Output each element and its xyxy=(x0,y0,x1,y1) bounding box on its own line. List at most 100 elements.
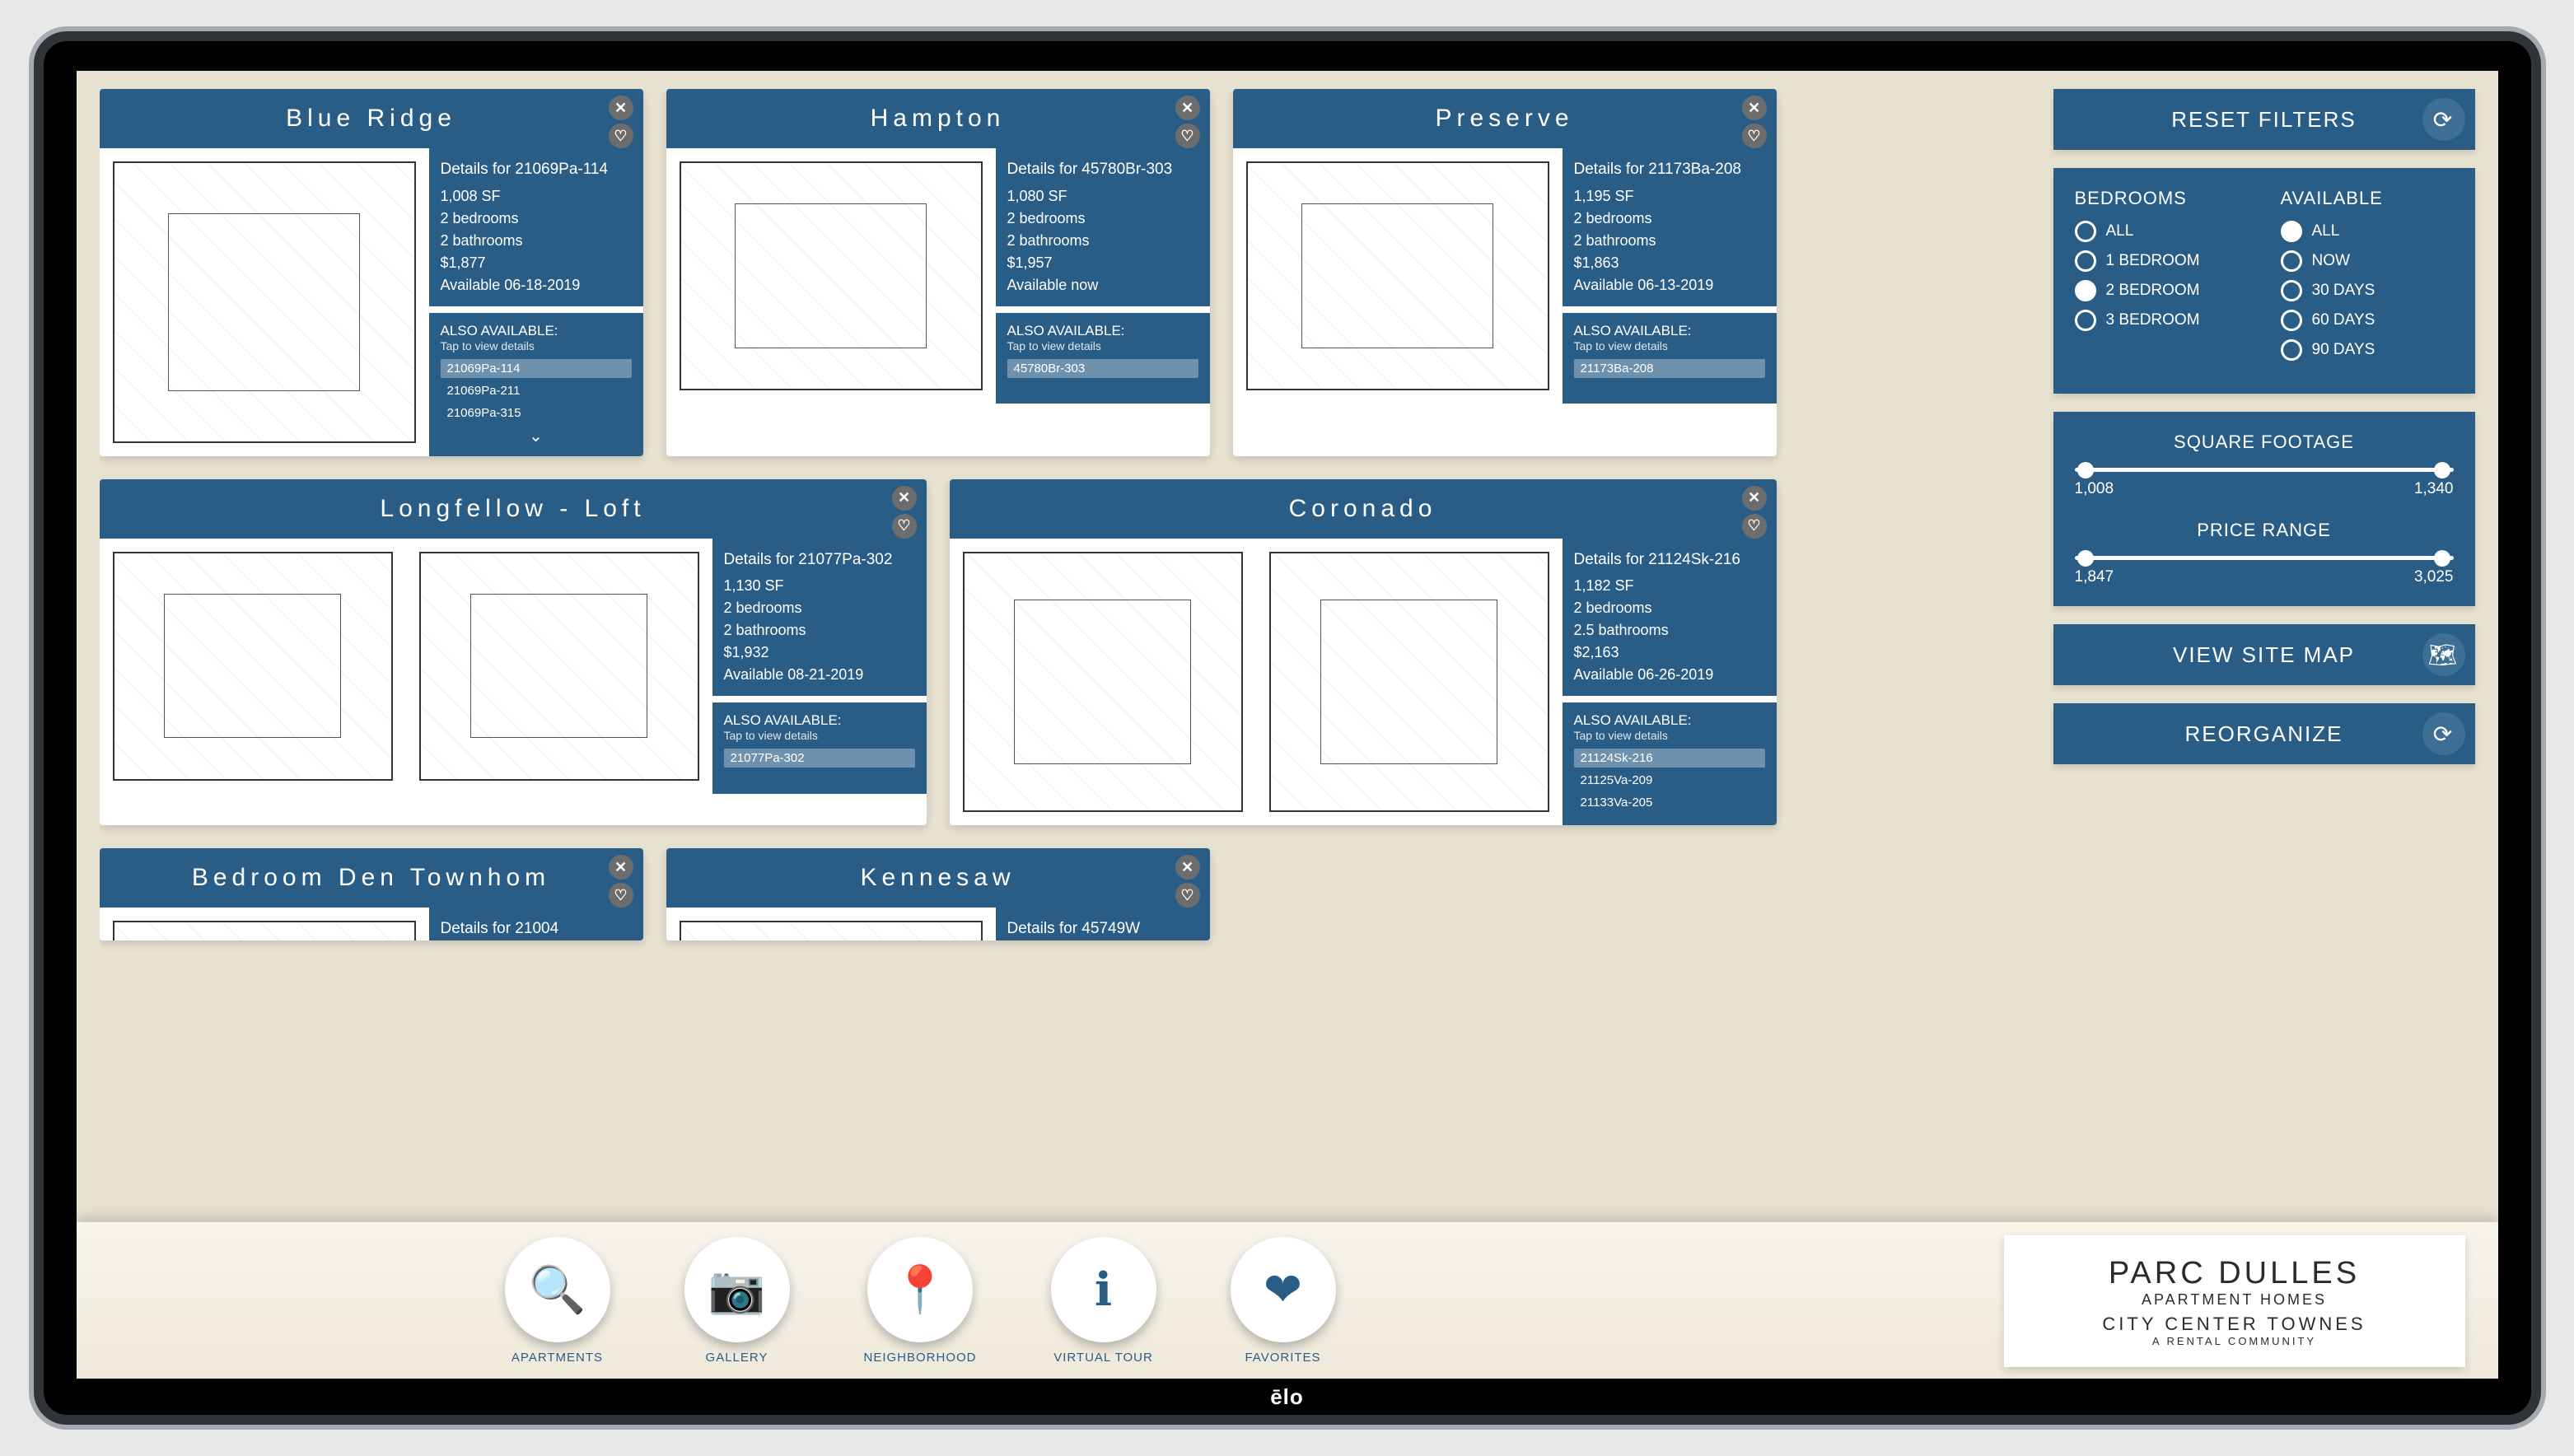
filter-option-label: 30 DAYS xyxy=(2312,282,2375,300)
more-units-icon[interactable]: ⌄ xyxy=(441,426,632,446)
favorite-icon[interactable]: ♡ xyxy=(1742,514,1767,539)
filter-option-label: NOW xyxy=(2312,252,2350,270)
dock-icon: 📷 xyxy=(684,1237,790,1342)
slider-sqft-label: SQUARE FOOTAGE xyxy=(2075,432,2454,453)
floorplan-card-preserve[interactable]: Preserve ✕ ♡ Details for 21173Ba-208 1,1… xyxy=(1233,89,1777,456)
dock-item-virtual-tour[interactable]: ℹVIRTUAL TOUR xyxy=(1051,1237,1156,1365)
device-brand: ēlo xyxy=(1270,1384,1304,1410)
detail-line: $1,957 xyxy=(1007,252,1198,274)
dock-icon: 🔍 xyxy=(505,1237,610,1342)
filter-option-now[interactable]: NOW xyxy=(2281,250,2454,272)
floorplan-card-bedroom-den-townhom[interactable]: Bedroom Den Townhom ✕ ♡ Details for 2100… xyxy=(100,848,643,940)
unit-chip[interactable]: 21173Ba-208 xyxy=(1574,359,1765,378)
detail-line: $1,877 xyxy=(441,252,632,274)
detail-line: 1,008 SF xyxy=(441,185,632,208)
filter-bedrooms-title: BEDROOMS xyxy=(2075,188,2248,209)
screen: Blue Ridge ✕ ♡ Details for 21069Pa-114 1… xyxy=(77,71,2498,1379)
floorplan-card-kennesaw[interactable]: Kennesaw ✕ ♡ Details for 45749W xyxy=(666,848,1210,940)
dock-icon: ℹ xyxy=(1051,1237,1156,1342)
reset-filters-button[interactable]: RESET FILTERS ⟳ xyxy=(2053,89,2475,150)
filter-option-all[interactable]: ALL xyxy=(2075,221,2248,242)
radio-icon xyxy=(2075,310,2096,331)
close-icon[interactable]: ✕ xyxy=(609,96,633,120)
unit-chip[interactable]: 21069Pa-211 xyxy=(441,381,632,400)
dock-label: GALLERY xyxy=(706,1351,768,1365)
filter-option-2-bedroom[interactable]: 2 BEDROOM xyxy=(2075,280,2248,301)
slider-price[interactable]: PRICE RANGE 1,8473,025 xyxy=(2075,520,2454,586)
favorite-icon[interactable]: ♡ xyxy=(1742,124,1767,148)
filter-available-title: AVAILABLE xyxy=(2281,188,2454,209)
unit-chip[interactable]: 21133Va-205 xyxy=(1574,793,1765,812)
also-available-box: ALSO AVAILABLE: Tap to view details 2107… xyxy=(712,702,927,794)
card-header: Kennesaw ✕ ♡ xyxy=(666,848,1210,908)
details-box: Details for 21004 xyxy=(429,908,643,940)
floorplan-card-coronado[interactable]: Coronado ✕ ♡ Details for 21124Sk-216 1,1… xyxy=(950,479,1777,826)
view-sitemap-label: VIEW SITE MAP xyxy=(2173,642,2355,668)
logo-line-4: A RENTAL COMMUNITY xyxy=(2152,1335,2316,1347)
unit-chip[interactable]: 21069Pa-114 xyxy=(441,359,632,378)
detail-line: 2 bedrooms xyxy=(1007,208,1198,230)
radio-icon xyxy=(2281,280,2302,301)
unit-chip[interactable]: 45780Br-303 xyxy=(1007,359,1198,378)
unit-chip[interactable]: 21069Pa-315 xyxy=(441,404,632,422)
card-header: Coronado ✕ ♡ xyxy=(950,479,1777,539)
favorite-icon[interactable]: ♡ xyxy=(892,514,917,539)
radio-icon xyxy=(2281,339,2302,361)
unit-chip[interactable]: 21125Va-209 xyxy=(1574,771,1765,790)
filter-option-1-bedroom[interactable]: 1 BEDROOM xyxy=(2075,250,2248,272)
detail-line: $2,163 xyxy=(1574,642,1765,664)
unit-chip[interactable]: 21077Pa-302 xyxy=(724,749,915,768)
details-header: Details for 45749W xyxy=(1007,917,1198,940)
favorite-icon[interactable]: ♡ xyxy=(1175,124,1200,148)
detail-line: $1,932 xyxy=(724,642,915,664)
view-sitemap-button[interactable]: VIEW SITE MAP 🗺 xyxy=(2053,624,2475,685)
floorplan-card-blue-ridge[interactable]: Blue Ridge ✕ ♡ Details for 21069Pa-114 1… xyxy=(100,89,643,456)
also-available-box: ALSO AVAILABLE: Tap to view details 2106… xyxy=(429,313,643,456)
close-icon[interactable]: ✕ xyxy=(609,855,633,880)
close-icon[interactable]: ✕ xyxy=(1742,96,1767,120)
close-icon[interactable]: ✕ xyxy=(1742,486,1767,511)
floorplan-image xyxy=(1256,539,1563,826)
card-title: Longfellow - Loft xyxy=(380,495,645,523)
detail-line: Available 06-13-2019 xyxy=(1574,274,1765,296)
reset-filters-label: RESET FILTERS xyxy=(2171,107,2356,133)
close-icon[interactable]: ✕ xyxy=(1175,855,1200,880)
unit-chip[interactable]: 21124Sk-216 xyxy=(1574,749,1765,768)
dock: 🔍 APARTMENTS 📷 GALLERY 📍NEIGHBORHOOD ℹVIRTUAL… xyxy=(77,1222,2498,1379)
detail-line: $1,863 xyxy=(1574,252,1765,274)
tap-hint: Tap to view details xyxy=(1007,339,1198,352)
details-box: Details for 21173Ba-208 1,195 SF2 bedroo… xyxy=(1563,148,1777,306)
filter-option-60-days[interactable]: 60 DAYS xyxy=(2281,310,2454,331)
floorplan-card-longfellow-loft[interactable]: Longfellow - Loft ✕ ♡ Details for 21077P… xyxy=(100,479,927,826)
filter-option-3-bedroom[interactable]: 3 BEDROOM xyxy=(2075,310,2248,331)
dock-item-gallery[interactable]: 📷 GALLERY xyxy=(684,1237,790,1365)
dock-item-favorites[interactable]: ❤FAVORITES xyxy=(1231,1237,1336,1365)
dock-item-neighborhood[interactable]: 📍NEIGHBORHOOD xyxy=(864,1237,977,1365)
floorplan-card-hampton[interactable]: Hampton ✕ ♡ Details for 45780Br-303 1,08… xyxy=(666,89,1210,456)
dock-item-apartments[interactable]: 🔍 APARTMENTS xyxy=(505,1237,610,1365)
close-icon[interactable]: ✕ xyxy=(1175,96,1200,120)
device-frame: ēlo Blue Ridge ✕ ♡ Details for 21069Pa-1… xyxy=(44,41,2531,1415)
radio-icon xyxy=(2281,250,2302,272)
filter-option-30-days[interactable]: 30 DAYS xyxy=(2281,280,2454,301)
details-header: Details for 21124Sk-216 xyxy=(1574,548,1765,572)
dock-icon: 📍 xyxy=(867,1237,973,1342)
favorite-icon[interactable]: ♡ xyxy=(609,124,633,148)
card-title: Hampton xyxy=(871,105,1006,133)
card-title: Bedroom Den Townhom xyxy=(192,864,550,892)
filter-option-all[interactable]: ALL xyxy=(2281,221,2454,242)
detail-line: Available 08-21-2019 xyxy=(724,664,915,686)
dock-label: APARTMENTS xyxy=(512,1351,603,1365)
slider-sqft[interactable]: SQUARE FOOTAGE 1,0081,340 xyxy=(2075,432,2454,498)
details-header: Details for 21173Ba-208 xyxy=(1574,158,1765,182)
filter-option-90-days[interactable]: 90 DAYS xyxy=(2281,339,2454,361)
favorite-icon[interactable]: ♡ xyxy=(609,883,633,908)
card-header: Bedroom Den Townhom ✕ ♡ xyxy=(100,848,643,908)
logo-line-2: APARTMENT HOMES xyxy=(2142,1291,2327,1309)
detail-line: 2 bedrooms xyxy=(441,208,632,230)
reorganize-button[interactable]: REORGANIZE ⟳ xyxy=(2053,703,2475,764)
dock-icon: ❤ xyxy=(1231,1237,1336,1342)
favorite-icon[interactable]: ♡ xyxy=(1175,883,1200,908)
card-header: Blue Ridge ✕ ♡ xyxy=(100,89,643,148)
close-icon[interactable]: ✕ xyxy=(892,486,917,511)
